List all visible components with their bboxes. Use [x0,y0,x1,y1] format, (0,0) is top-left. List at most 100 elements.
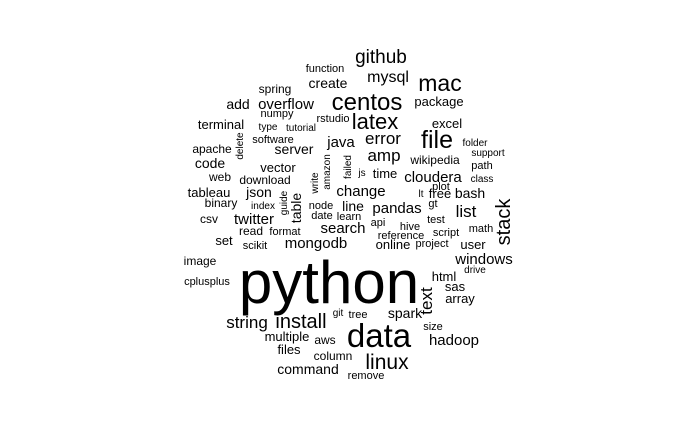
word-plot: plot [432,181,450,193]
word-file: file [421,126,453,154]
word-reference: reference [378,230,424,242]
word-tutorial: tutorial [286,123,316,134]
word-hadoop: hadoop [429,332,479,349]
word-package: package [414,94,463,109]
word-json: json [245,184,272,200]
word-test: test [427,214,445,226]
word-class: class [471,174,494,185]
word-drive: drive [464,265,486,276]
word-latex: latex [352,109,398,134]
word-mac: mac [418,70,461,96]
word-overflow: overflow [258,96,314,113]
word-column: column [314,349,353,363]
word-wikipedia: wikipedia [409,153,460,167]
word-cplusplus: cplusplus [184,276,230,288]
word-pandas: pandas [372,200,421,217]
word-array: array [445,291,475,306]
word-command: command [277,361,338,377]
word-terminal: terminal [198,117,244,132]
word-string: string [226,313,268,332]
word-multiple: multiple [265,329,310,344]
word-math: math [469,223,493,235]
word-support: support [471,148,505,159]
word-web: web [208,170,231,184]
word-rstudio: rstudio [316,113,349,125]
word-script: script [433,227,459,239]
word-tableau: tableau [188,185,231,200]
word-scikit: scikit [243,240,267,252]
word-stack: stack [493,198,515,246]
word-java: java [326,134,355,151]
word-gt: gt [428,198,437,210]
word-set: set [215,233,233,248]
word-download: download [239,173,290,187]
word-failed: failed [343,155,354,179]
word-project: project [415,238,448,250]
word-aws: aws [314,333,335,347]
word-table: table [288,193,304,224]
word-error: error [365,129,401,148]
word-amp: amp [367,146,400,165]
word-create: create [309,75,348,91]
word-path: path [471,160,492,172]
word-free: free [429,186,451,201]
word-line: line [342,198,364,214]
word-read: read [239,224,263,238]
word-change: change [336,183,385,200]
word-data: data [347,317,412,354]
word-code: code [195,155,226,171]
word-function: function [306,63,345,75]
word-learn: learn [337,211,361,223]
word-html: html [432,269,457,284]
word-python: python [239,249,419,316]
word-node: node [309,200,333,212]
word-windows: windows [454,251,513,268]
word-vector: vector [260,160,296,175]
word-search: search [320,220,365,237]
word-files: files [277,342,301,357]
word-time: time [373,166,398,181]
word-text: text [417,287,436,315]
word-cloudera: cloudera [404,169,462,186]
word-software: software [252,134,294,146]
word-hive: hive [400,221,420,233]
word-image: image [184,254,217,268]
word-tree: tree [349,309,368,321]
word-centos: centos [332,89,403,116]
word-install: install [275,311,326,333]
word-online: online [376,237,411,252]
word-index: index [251,201,275,212]
word-js: js [357,168,365,179]
word-amazon: amazon [322,154,333,190]
word-excel: excel [432,116,462,131]
word-format: format [269,226,300,238]
word-add: add [226,96,249,112]
word-api: api [371,217,386,229]
word-spring: spring [259,82,292,96]
word-csv: csv [200,212,218,226]
word-numpy: numpy [260,108,294,120]
word-size: size [423,321,443,333]
word-delete: delete [235,132,246,160]
word-apache: apache [192,142,232,156]
word-type: type [259,122,278,133]
word-mongodb: mongodb [285,235,348,252]
word-git: git [333,308,344,319]
word-guide: guide [279,190,290,215]
word-binary: binary [205,196,238,210]
word-list: list [456,202,477,221]
word-lt: lt [419,189,424,200]
word-twitter: twitter [234,211,274,228]
word-write: write [310,172,321,195]
word-folder: folder [462,138,488,149]
word-user: user [460,237,486,252]
word-linux: linux [365,351,409,374]
word-date: date [311,210,332,222]
word-spark: spark [388,305,423,321]
word-sas: sas [445,279,466,294]
word-github: github [355,47,407,68]
word-server: server [275,141,314,157]
word-mysql: mysql [367,69,409,86]
word-bash: bash [455,185,485,201]
